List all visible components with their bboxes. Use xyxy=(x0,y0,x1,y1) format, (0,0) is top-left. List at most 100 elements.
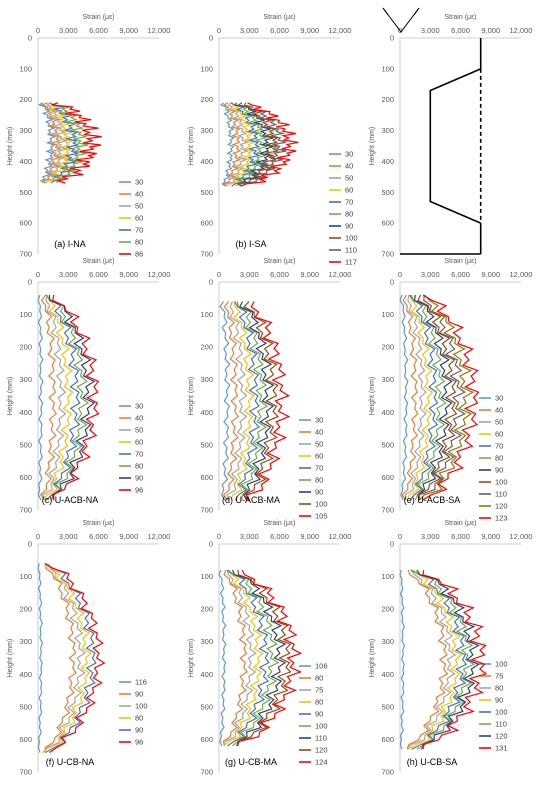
x-tick-label: 12,000 xyxy=(510,26,533,35)
series-line xyxy=(231,102,269,187)
y-tick-label: 300 xyxy=(381,375,394,384)
legend-label: 131 xyxy=(495,744,508,753)
series-line xyxy=(410,569,468,750)
y-tick-label: 500 xyxy=(381,188,394,197)
x-axis-title: Strain (με) xyxy=(444,14,476,21)
x-tick-label: 9,000 xyxy=(481,270,500,279)
legend-label: 80 xyxy=(135,714,143,723)
y-tick-label: 300 xyxy=(19,126,32,135)
x-tick-label: 3,000 xyxy=(421,270,440,279)
x-tick-label: 6,000 xyxy=(451,532,470,541)
y-tick-label: 600 xyxy=(19,735,32,744)
legend-label: 40 xyxy=(345,162,353,171)
legend-label: 50 xyxy=(135,426,143,435)
y-tick-label: 100 xyxy=(200,64,213,73)
legend-label: 80 xyxy=(315,476,323,485)
legend-label: 120 xyxy=(495,502,508,511)
x-axis-title: Strain (με) xyxy=(263,258,295,265)
legend-label: 105 xyxy=(315,512,328,521)
y-tick-label: 500 xyxy=(19,440,32,449)
series-line xyxy=(42,294,67,501)
legend-label: 124 xyxy=(315,758,328,767)
legend-label: 60 xyxy=(135,214,143,223)
y-tick-label: 700 xyxy=(381,506,394,515)
x-tick-label: 9,000 xyxy=(300,532,319,541)
series-line xyxy=(37,563,44,753)
series-line xyxy=(43,563,87,753)
x-axis-title: Strain (με) xyxy=(82,520,114,527)
legend-label: 50 xyxy=(315,440,323,449)
support-line xyxy=(382,7,420,33)
y-tick-label: 400 xyxy=(200,670,213,679)
legend-label: 120 xyxy=(495,732,508,741)
x-tick-label: 3,000 xyxy=(240,270,259,279)
y-tick-label: 500 xyxy=(200,440,213,449)
y-tick-label: 300 xyxy=(200,637,213,646)
legend-label: 110 xyxy=(345,246,357,255)
y-tick-label: 200 xyxy=(19,343,32,352)
x-tick-label: 0 xyxy=(398,270,402,279)
legend-label: 86 xyxy=(135,250,143,259)
y-axis-title: Height (mm) xyxy=(7,377,14,416)
y-tick-label: 700 xyxy=(200,768,213,777)
chart-panel-6: Strain (με) Height (mm) 0 3,000 6,000 9,000 12… xyxy=(369,258,532,523)
series-line xyxy=(236,301,269,501)
series-line xyxy=(231,569,287,747)
y-tick-label: 200 xyxy=(19,605,32,614)
series-line xyxy=(39,102,62,184)
chart-panel-5: Strain (με) Height (mm) 0 3,000 6,000 9,000 12… xyxy=(188,258,351,521)
x-tick-label: 12,000 xyxy=(148,270,171,279)
series-line xyxy=(406,569,449,750)
y-tick-label: 100 xyxy=(19,64,32,73)
series-line xyxy=(218,569,227,747)
series-line xyxy=(222,569,248,747)
y-tick-label: 300 xyxy=(381,126,394,135)
series-line xyxy=(239,102,287,187)
series-line xyxy=(221,102,242,187)
legend-label: 120 xyxy=(315,746,328,755)
y-tick-label: 600 xyxy=(200,473,213,482)
chart-panel-3: Strain (με) Height (mm) 0 3,000 6,000 9,000 12… xyxy=(369,14,532,259)
x-tick-label: 3,000 xyxy=(421,26,440,35)
y-tick-label: 0 xyxy=(28,278,32,287)
x-tick-label: 9,000 xyxy=(119,270,138,279)
y-tick-label: 400 xyxy=(381,670,394,679)
legend-label: 60 xyxy=(135,438,143,447)
series-line xyxy=(48,294,96,501)
legend-label: 100 xyxy=(495,478,508,487)
x-tick-label: 9,000 xyxy=(481,26,500,35)
x-tick-label: 0 xyxy=(398,532,402,541)
series-line xyxy=(44,562,106,753)
series-line xyxy=(226,569,270,747)
legend-label: 90 xyxy=(495,466,503,475)
series-line xyxy=(236,102,280,187)
series-line xyxy=(51,102,102,184)
chart-panel-9: Strain (με) Height (mm) 0 3,000 6,000 9,000 12… xyxy=(369,520,532,777)
panel-caption: (d) U-ACB-MA xyxy=(222,495,280,505)
chart-panel-4: Strain (με) Height (mm) 0 3,000 6,000 9,000 12… xyxy=(7,258,170,515)
legend-label: 60 xyxy=(495,430,503,439)
y-tick-label: 100 xyxy=(381,572,394,581)
series-line xyxy=(417,294,458,501)
legend-label: 100 xyxy=(495,708,508,717)
x-axis-title: Strain (με) xyxy=(444,520,476,527)
legend-label: 70 xyxy=(345,198,353,207)
x-tick-label: 6,000 xyxy=(451,270,470,279)
y-tick-label: 100 xyxy=(381,64,394,73)
y-axis-title: Height (mm) xyxy=(188,639,195,678)
x-tick-label: 0 xyxy=(36,26,40,35)
x-tick-label: 6,000 xyxy=(89,26,108,35)
series-line xyxy=(39,294,57,501)
legend-label: 116 xyxy=(135,678,147,687)
legend-label: 100 xyxy=(315,500,328,509)
legend-label: 100 xyxy=(345,234,358,243)
legend-label: 30 xyxy=(345,150,353,159)
x-tick-label: 6,000 xyxy=(270,26,289,35)
y-axis-title: Height (mm) xyxy=(188,127,195,166)
y-tick-label: 600 xyxy=(381,219,394,228)
y-tick-label: 0 xyxy=(209,34,213,43)
series-line xyxy=(407,569,463,750)
panel-caption: (g) U-CB-MA xyxy=(225,757,277,767)
y-tick-label: 200 xyxy=(200,343,213,352)
y-tick-label: 600 xyxy=(200,735,213,744)
